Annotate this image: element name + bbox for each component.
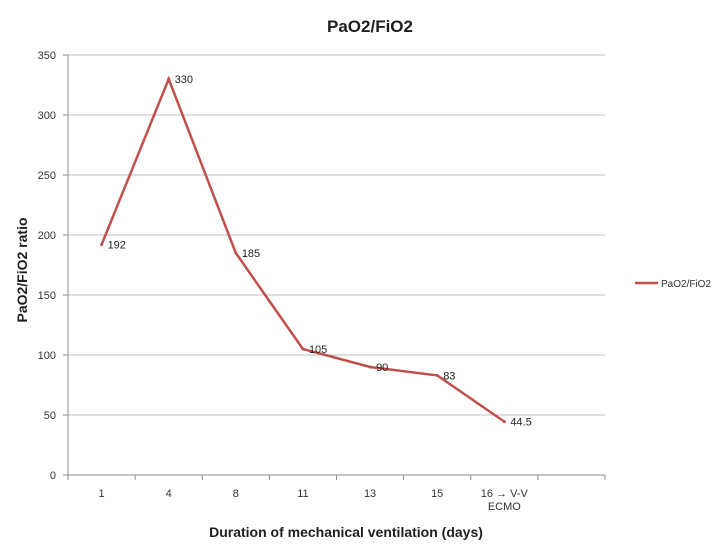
data-point (301, 347, 305, 351)
data-label: 330 (175, 74, 193, 86)
data-label: 83 (443, 370, 455, 382)
data-point (368, 365, 372, 369)
y-tick-label: 100 (38, 350, 56, 362)
chart-title: PaO2/FiO2 (327, 17, 413, 36)
data-label: 192 (108, 240, 126, 252)
y-tick-label: 350 (38, 50, 56, 62)
legend: PaO2/FiO2 (635, 279, 711, 290)
x-tick-label: 13 (364, 488, 376, 500)
data-label: 105 (309, 344, 327, 356)
data-point (100, 243, 104, 247)
gridlines (63, 54, 606, 480)
x-tick-label: 11 (297, 488, 308, 500)
x-tick-label: 16 → V-V ECMO (481, 488, 529, 513)
data-labels: 192 330 185 105 90 83 44.5 (108, 74, 532, 429)
legend-label-pao2-fio2: PaO2/FiO2 (661, 279, 711, 290)
y-tick-label: 250 (38, 170, 56, 182)
x-axis-title: Duration of mechanical ventilation (days… (209, 524, 483, 540)
series-layer (100, 75, 506, 424)
y-tick-label: 0 (50, 470, 56, 482)
x-axis-ticks: 1 4 8 11 13 15 16 → V-V ECMO (99, 488, 529, 513)
data-label: 90 (376, 362, 388, 374)
y-tick-label: 300 (38, 110, 56, 122)
y-tick-label: 50 (44, 410, 56, 422)
data-point (502, 420, 506, 424)
y-axis-ticks: 0 50 100 150 200 250 300 350 (38, 50, 56, 482)
data-point (234, 251, 238, 255)
x-tick-label: 1 (99, 488, 105, 500)
x-tick-label: 4 (166, 488, 172, 500)
y-tick-label: 150 (38, 290, 56, 302)
data-point (435, 373, 439, 377)
x-tick-label: 15 (431, 488, 443, 500)
data-point (167, 77, 171, 81)
y-axis-title: PaO2/FiO2 ratio (14, 217, 30, 322)
data-label: 185 (242, 248, 260, 260)
y-tick-label: 200 (38, 230, 56, 242)
x-tick-label: 8 (233, 488, 239, 500)
data-label: 44.5 (510, 417, 531, 429)
